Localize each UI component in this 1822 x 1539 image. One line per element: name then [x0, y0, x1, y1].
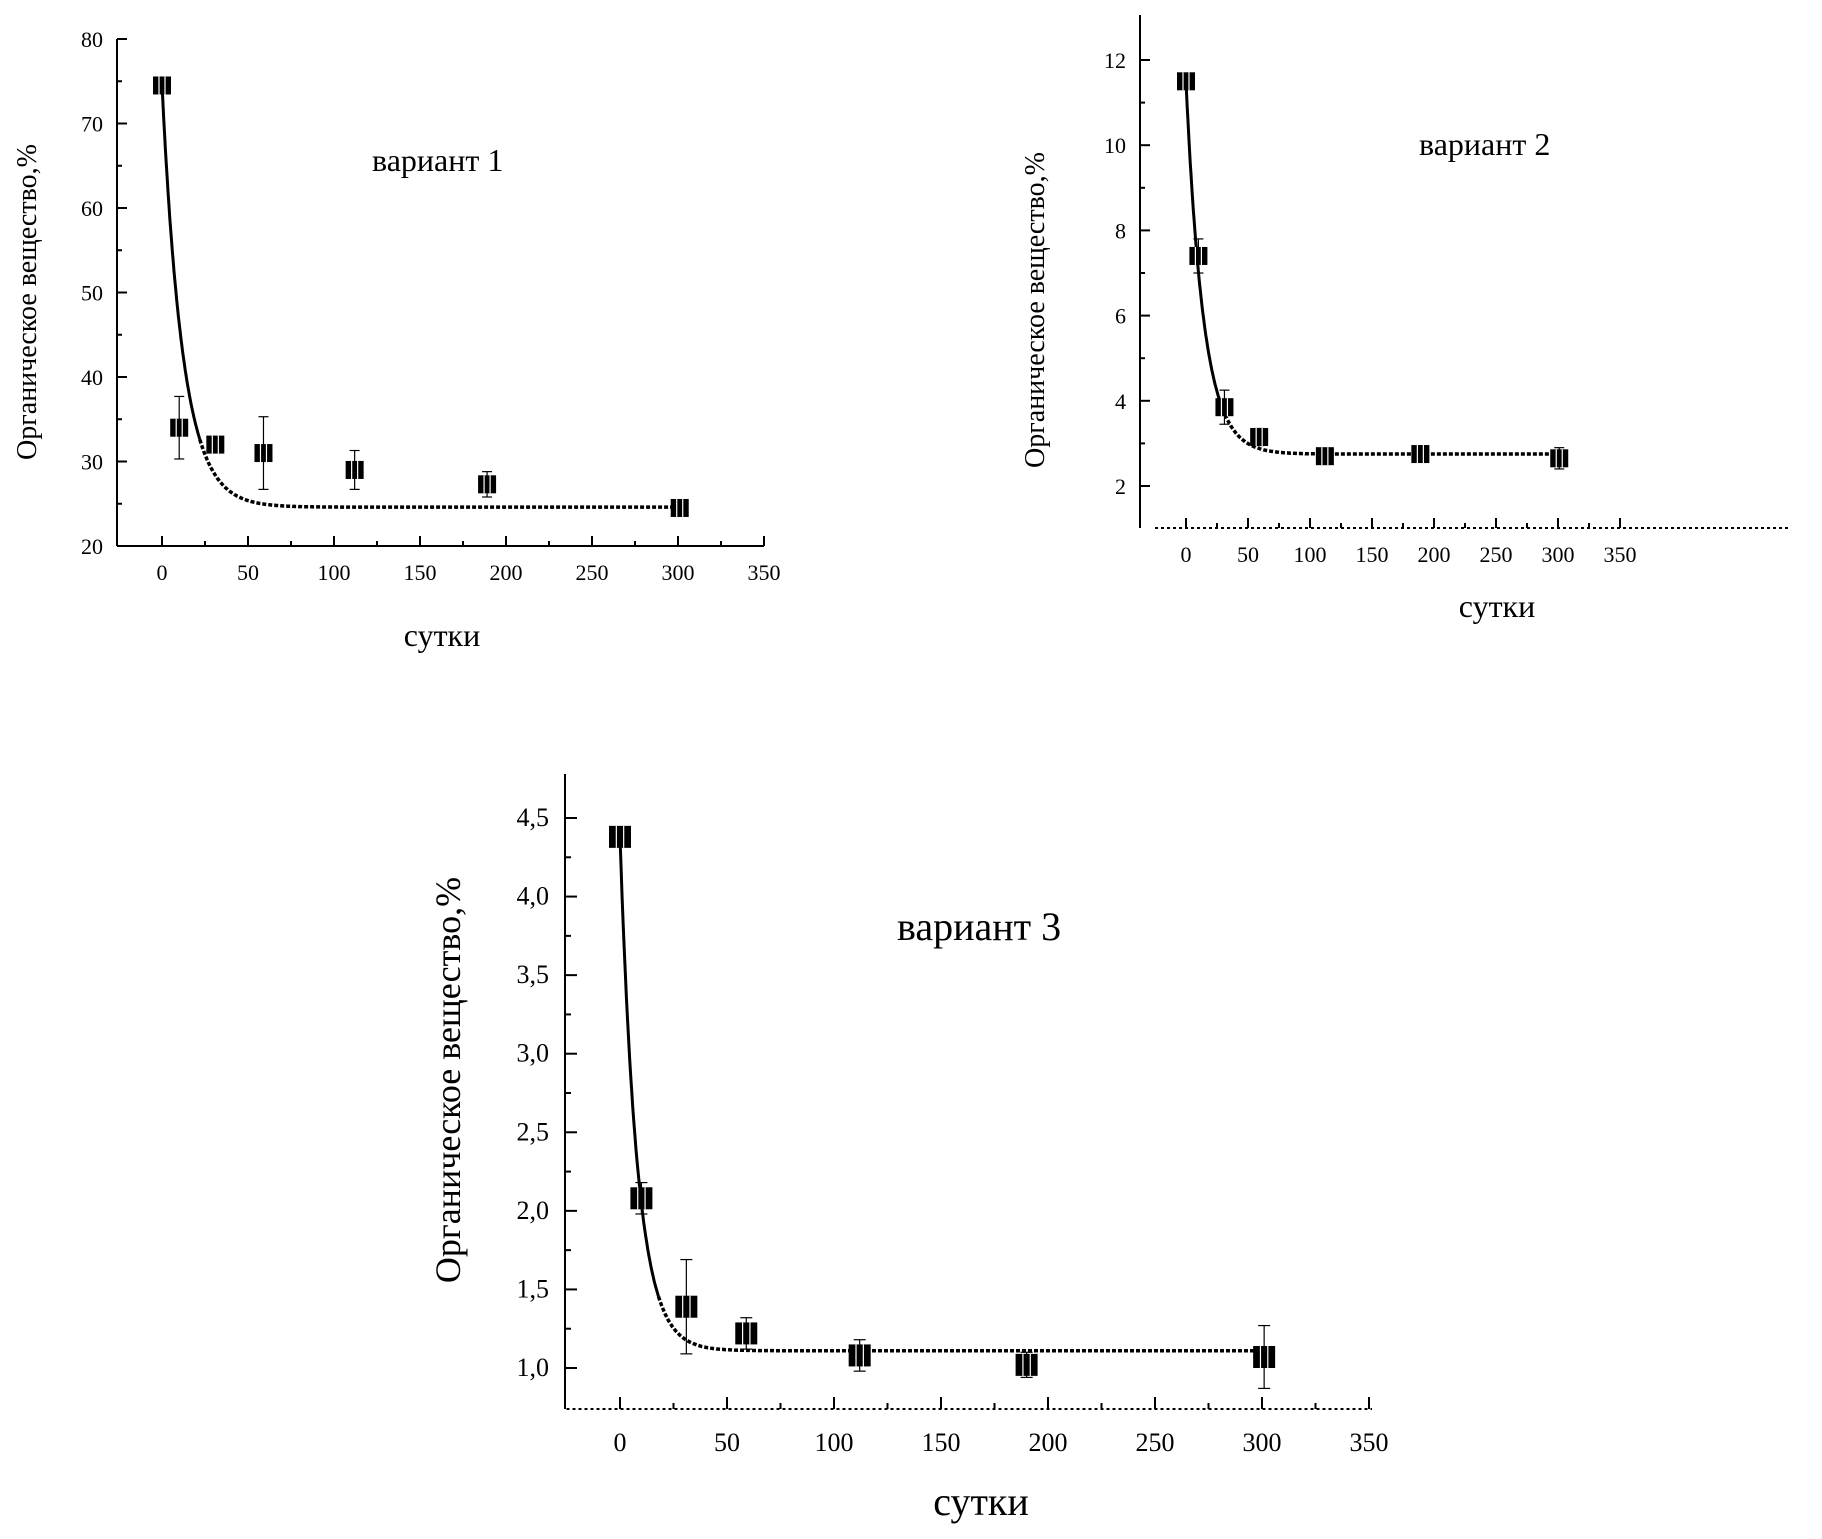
data-point — [1250, 428, 1269, 447]
data-point — [1315, 447, 1334, 466]
x-tick-label: 150 — [404, 560, 437, 585]
x-tick-label: 350 — [748, 560, 781, 585]
y-tick-label: 12 — [1104, 48, 1126, 73]
data-point — [848, 1344, 871, 1367]
y-tick-label: 70 — [81, 112, 103, 137]
data-point — [345, 460, 364, 479]
x-tick-label: 300 — [662, 560, 695, 585]
y-tick-label: 1,0 — [517, 1353, 550, 1382]
fit-curve — [160, 84, 202, 440]
y-tick-label: 50 — [81, 281, 103, 306]
data-point — [1411, 445, 1430, 464]
data-point — [170, 418, 189, 437]
fit-curve — [1184, 81, 1223, 405]
data-point — [670, 498, 689, 517]
x-tick-label: 100 — [1294, 542, 1327, 567]
x-tick-label: 50 — [714, 1428, 740, 1457]
x-tick-label: 150 — [922, 1428, 961, 1457]
fit-curve-tail — [198, 439, 678, 509]
y-tick-label: 6 — [1115, 304, 1126, 329]
x-tick-label: 100 — [318, 560, 351, 585]
data-point — [1215, 398, 1234, 417]
x-tick-label: 50 — [1237, 542, 1259, 567]
data-point — [630, 1187, 653, 1210]
y-axis-title: Органическое вещество,% — [1020, 152, 1051, 468]
y-tick-label: 8 — [1115, 218, 1126, 243]
y-tick-label: 3,0 — [517, 1039, 550, 1068]
annotation-variant-3: вариант 3 — [897, 904, 1061, 949]
y-axis-title: Органическое вещество,% — [428, 877, 468, 1283]
data-point — [254, 444, 273, 463]
y-tick-label: 10 — [1104, 133, 1126, 158]
x-axis-title: сутки — [404, 617, 480, 653]
x-tick-label: 350 — [1604, 542, 1637, 567]
data-point — [1550, 449, 1569, 468]
data-point — [735, 1322, 758, 1345]
x-tick-label: 250 — [576, 560, 609, 585]
x-tick-label: 150 — [1356, 542, 1389, 567]
data-point — [675, 1295, 698, 1318]
x-tick-label: 300 — [1542, 542, 1575, 567]
data-point — [206, 435, 225, 454]
x-tick-label: 350 — [1350, 1428, 1389, 1457]
y-tick-label: 60 — [81, 196, 103, 221]
y-axis-title: Органическое вещество,% — [12, 144, 43, 460]
data-point — [1253, 1346, 1276, 1368]
data-point — [1015, 1353, 1038, 1376]
annotation-variant-1: вариант 1 — [372, 142, 503, 178]
y-tick-label: 2,5 — [517, 1117, 550, 1146]
fit-curve-tail — [656, 1296, 1262, 1353]
fit-curve — [618, 836, 660, 1298]
y-tick-label: 4,5 — [517, 803, 550, 832]
x-tick-label: 0 — [157, 560, 168, 585]
x-tick-label: 100 — [815, 1428, 854, 1457]
x-tick-label: 200 — [1029, 1428, 1068, 1457]
chart-variant-1: вариант 1 сутки Органическое вещество,% … — [12, 27, 781, 653]
data-point — [609, 825, 631, 848]
y-tick-label: 4 — [1115, 389, 1126, 414]
x-tick-label: 0 — [614, 1428, 627, 1457]
y-tick-label: 1,5 — [517, 1274, 550, 1303]
x-tick-label: 300 — [1243, 1428, 1282, 1457]
x-tick-label: 200 — [1418, 542, 1451, 567]
chart-variant-3: вариант 3 сутки Органическое вещество,% … — [428, 774, 1389, 1524]
chart-variant-2: вариант 2 сутки Органическое вещество,% … — [1020, 15, 1788, 624]
y-tick-label: 40 — [81, 365, 103, 390]
x-tick-label: 0 — [1181, 542, 1192, 567]
y-tick-label: 30 — [81, 450, 103, 475]
x-tick-label: 250 — [1136, 1428, 1175, 1457]
x-axis-title: сутки — [933, 1479, 1029, 1524]
fit-curve-tail — [1219, 403, 1558, 456]
x-tick-label: 200 — [490, 560, 523, 585]
data-point — [478, 475, 497, 494]
y-tick-label: 80 — [81, 27, 103, 52]
data-point — [1189, 246, 1208, 265]
data-point — [1177, 72, 1195, 91]
x-tick-label: 250 — [1480, 542, 1513, 567]
y-tick-label: 4,0 — [517, 882, 550, 911]
x-axis-title: сутки — [1459, 588, 1535, 624]
y-tick-label: 3,5 — [517, 960, 550, 989]
data-point — [153, 76, 171, 95]
x-tick-label: 50 — [237, 560, 259, 585]
y-tick-label: 20 — [81, 534, 103, 559]
annotation-variant-2: вариант 2 — [1419, 126, 1550, 162]
y-tick-label: 2,0 — [517, 1196, 550, 1225]
y-tick-label: 2 — [1115, 474, 1126, 499]
